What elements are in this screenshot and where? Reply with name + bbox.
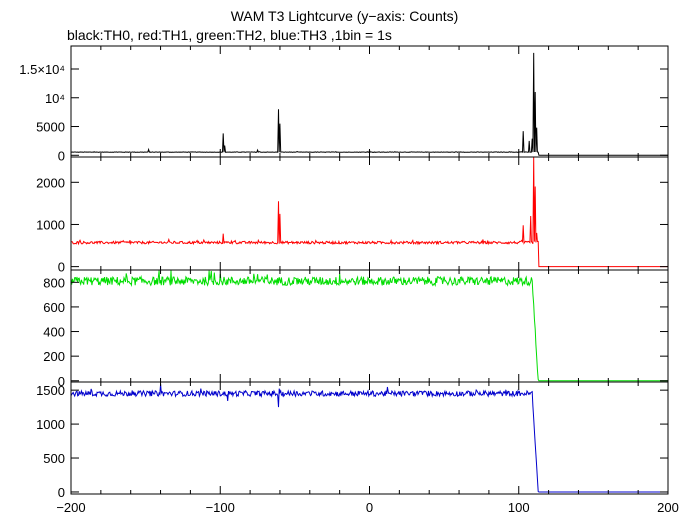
panel-frame (70, 269, 669, 383)
x-tick-label: −200 (56, 500, 85, 515)
y-tick-label: 0 (58, 260, 65, 275)
y-tick-label: 0 (58, 374, 65, 389)
x-tick-label: −100 (206, 500, 235, 515)
series-line-TH3 (70, 383, 668, 493)
chart-subtitle: black:TH0, red:TH1, green:TH2, blue:TH3 … (67, 27, 392, 43)
y-tick-label: 2000 (36, 175, 65, 190)
panel-frame (70, 45, 669, 158)
x-tick-label: 200 (657, 500, 679, 515)
x-tick-label: 0 (366, 500, 373, 515)
y-tick-label: 500 (43, 451, 65, 466)
y-tick-label: 400 (43, 325, 65, 340)
panel-frame (70, 381, 669, 495)
y-tick-label: 800 (43, 275, 65, 290)
y-tick-label: 1.5×10⁴ (19, 62, 65, 77)
y-tick-label: 1000 (36, 417, 65, 432)
y-tick-label: 0 (58, 148, 65, 163)
y-tick-label: 600 (43, 300, 65, 315)
y-tick-label: 10⁴ (45, 91, 65, 106)
chart-title: WAM T3 Lightcurve (y−axis: Counts) (230, 8, 459, 24)
series-line-TH2 (70, 270, 668, 382)
y-tick-label: 1000 (36, 217, 65, 232)
y-tick-label: 1500 (36, 383, 65, 398)
series-line-TH1 (70, 156, 668, 268)
x-tick-label: 100 (508, 500, 530, 515)
y-tick-label: 0 (58, 485, 65, 500)
y-tick-label: 5000 (36, 120, 65, 135)
panel-frame (70, 156, 669, 271)
series-line-TH0 (70, 52, 668, 156)
y-tick-label: 200 (43, 349, 65, 364)
